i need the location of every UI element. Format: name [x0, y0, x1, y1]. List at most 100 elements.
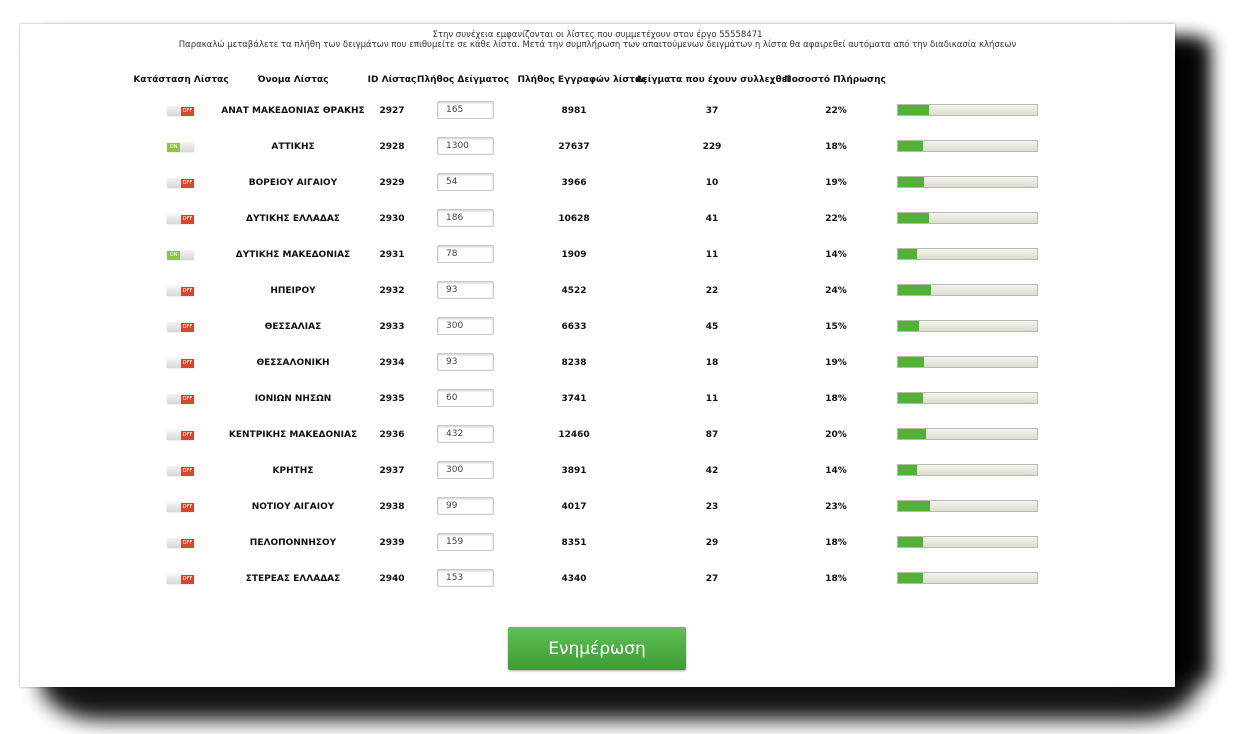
record-count: 8238: [561, 358, 587, 368]
fill-progress-bar: [897, 356, 1038, 368]
status-toggle[interactable]: OFF: [167, 503, 194, 512]
header-status: Κατάσταση Λίστας: [133, 75, 229, 85]
record-count: 4017: [561, 502, 587, 512]
sample-size-input[interactable]: [437, 533, 494, 551]
table-row: OFF ΚΕΝΤΡΙΚΗΣ ΜΑΚΕΔΟΝΙΑΣ 2936 12460 87 20%: [20, 425, 1175, 447]
header-record-count: Πλήθος Εγγραφών λίστας: [517, 75, 647, 85]
status-toggle-label: ON: [167, 251, 180, 260]
sample-size-input[interactable]: [437, 353, 494, 371]
status-toggle[interactable]: OFF: [167, 107, 194, 116]
fill-percent: 14%: [825, 466, 847, 476]
fill-progress-bar-fill: [898, 213, 929, 223]
collected-count: 23: [705, 502, 719, 512]
list-name: ΚΕΝΤΡΙΚΗΣ ΜΑΚΕΔΟΝΙΑΣ: [228, 430, 358, 440]
list-id: 2940: [379, 574, 405, 584]
collected-count: 229: [702, 142, 722, 152]
sample-size-input[interactable]: [437, 461, 494, 479]
sample-size-input[interactable]: [437, 137, 494, 155]
list-name: ΘΕΣΣΑΛΟΝΙΚΗ: [256, 358, 330, 368]
record-count: 12460: [558, 430, 590, 440]
record-count: 4522: [561, 286, 587, 296]
record-count: 10628: [558, 214, 590, 224]
fill-percent: 14%: [825, 250, 847, 260]
fill-percent: 19%: [825, 178, 847, 188]
list-id: 2932: [379, 286, 405, 296]
intro-text: Στην συνέχεια εμφανίζονται οι λίστες που…: [20, 30, 1175, 50]
collected-count: 37: [705, 106, 719, 116]
sample-size-input[interactable]: [437, 317, 494, 335]
table-row: ON ΑΤΤΙΚΗΣ 2928 27637 229 18%: [20, 137, 1175, 159]
list-id: 2936: [379, 430, 405, 440]
fill-progress-bar-fill: [898, 501, 930, 511]
record-count: 3741: [561, 394, 587, 404]
list-id: 2935: [379, 394, 405, 404]
status-toggle[interactable]: ON: [167, 251, 194, 260]
fill-progress-bar: [897, 428, 1038, 440]
collected-count: 87: [705, 430, 719, 440]
lists-panel: Στην συνέχεια εμφανίζονται οι λίστες που…: [20, 24, 1175, 687]
fill-progress-bar: [897, 248, 1038, 260]
fill-percent: 15%: [825, 322, 847, 332]
header-list-name: Όνομα Λίστας: [257, 75, 329, 85]
list-name: ΙΟΝΙΩΝ ΝΗΣΩΝ: [254, 394, 332, 404]
sample-size-input[interactable]: [437, 389, 494, 407]
collected-count: 42: [705, 466, 719, 476]
status-toggle[interactable]: OFF: [167, 215, 194, 224]
sample-size-input[interactable]: [437, 569, 494, 587]
fill-progress-bar: [897, 320, 1038, 332]
status-toggle[interactable]: OFF: [167, 395, 194, 404]
status-toggle-label: OFF: [181, 503, 194, 512]
sample-size-input[interactable]: [437, 209, 494, 227]
fill-progress-bar-fill: [898, 141, 924, 151]
record-count: 3891: [561, 466, 587, 476]
fill-progress-bar-fill: [898, 105, 929, 115]
table-row: OFF ΗΠΕΙΡΟΥ 2932 4522 22 24%: [20, 281, 1175, 303]
status-toggle[interactable]: ON: [167, 143, 194, 152]
status-toggle[interactable]: OFF: [167, 179, 194, 188]
sample-size-input[interactable]: [437, 101, 494, 119]
table-row: OFF ΘΕΣΣΑΛΟΝΙΚΗ 2934 8238 18 19%: [20, 353, 1175, 375]
list-id: 2930: [379, 214, 405, 224]
list-id: 2927: [379, 106, 405, 116]
list-id: 2934: [379, 358, 405, 368]
table-row: OFF ΙΟΝΙΩΝ ΝΗΣΩΝ 2935 3741 11 18%: [20, 389, 1175, 411]
status-toggle[interactable]: OFF: [167, 539, 194, 548]
fill-percent: 22%: [825, 214, 847, 224]
table-row: ON ΔΥΤΙΚΗΣ ΜΑΚΕΔΟΝΙΑΣ 2931 1909 11 14%: [20, 245, 1175, 267]
update-button[interactable]: Ενημέρωση: [508, 627, 686, 670]
list-name: ΒΟΡΕΙΟΥ ΑΙΓΑΙΟΥ: [248, 178, 338, 188]
collected-count: 18: [705, 358, 719, 368]
list-name: ΣΤΕΡΕΑΣ ΕΛΛΑΔΑΣ: [245, 574, 341, 584]
fill-progress-bar: [897, 104, 1038, 116]
list-name: ΚΡΗΤΗΣ: [272, 466, 314, 476]
fill-percent: 19%: [825, 358, 847, 368]
list-name: ΗΠΕΙΡΟΥ: [270, 286, 316, 296]
list-id: 2928: [379, 142, 405, 152]
status-toggle[interactable]: OFF: [167, 575, 194, 584]
table-row: OFF ΒΟΡΕΙΟΥ ΑΙΓΑΙΟΥ 2929 3966 10 19%: [20, 173, 1175, 195]
fill-progress-bar-fill: [898, 537, 924, 547]
status-toggle[interactable]: OFF: [167, 323, 194, 332]
fill-progress-bar-fill: [898, 177, 925, 187]
fill-percent: 18%: [825, 394, 847, 404]
list-name: ΔΥΤΙΚΗΣ ΕΛΛΑΔΑΣ: [246, 214, 340, 224]
sample-size-input[interactable]: [437, 245, 494, 263]
intro-line-1: Στην συνέχεια εμφανίζονται οι λίστες που…: [432, 30, 763, 40]
status-toggle[interactable]: OFF: [167, 467, 194, 476]
status-toggle-label: OFF: [181, 575, 194, 584]
header-collected: Δείγματα που έχουν συλλεχθεί: [635, 75, 791, 85]
sample-size-input[interactable]: [437, 497, 494, 515]
sample-size-input[interactable]: [437, 281, 494, 299]
list-name: ΠΕΛΟΠΟΝΝΗΣΟΥ: [249, 538, 337, 548]
list-name: ΝΟΤΙΟΥ ΑΙΓΑΙΟΥ: [251, 502, 335, 512]
fill-progress-bar-fill: [898, 249, 918, 259]
status-toggle[interactable]: OFF: [167, 359, 194, 368]
collected-count: 27: [705, 574, 719, 584]
sample-size-input[interactable]: [437, 173, 494, 191]
status-toggle[interactable]: OFF: [167, 287, 194, 296]
collected-count: 29: [705, 538, 719, 548]
sample-size-input[interactable]: [437, 425, 494, 443]
status-toggle[interactable]: OFF: [167, 431, 194, 440]
collected-count: 22: [705, 286, 719, 296]
